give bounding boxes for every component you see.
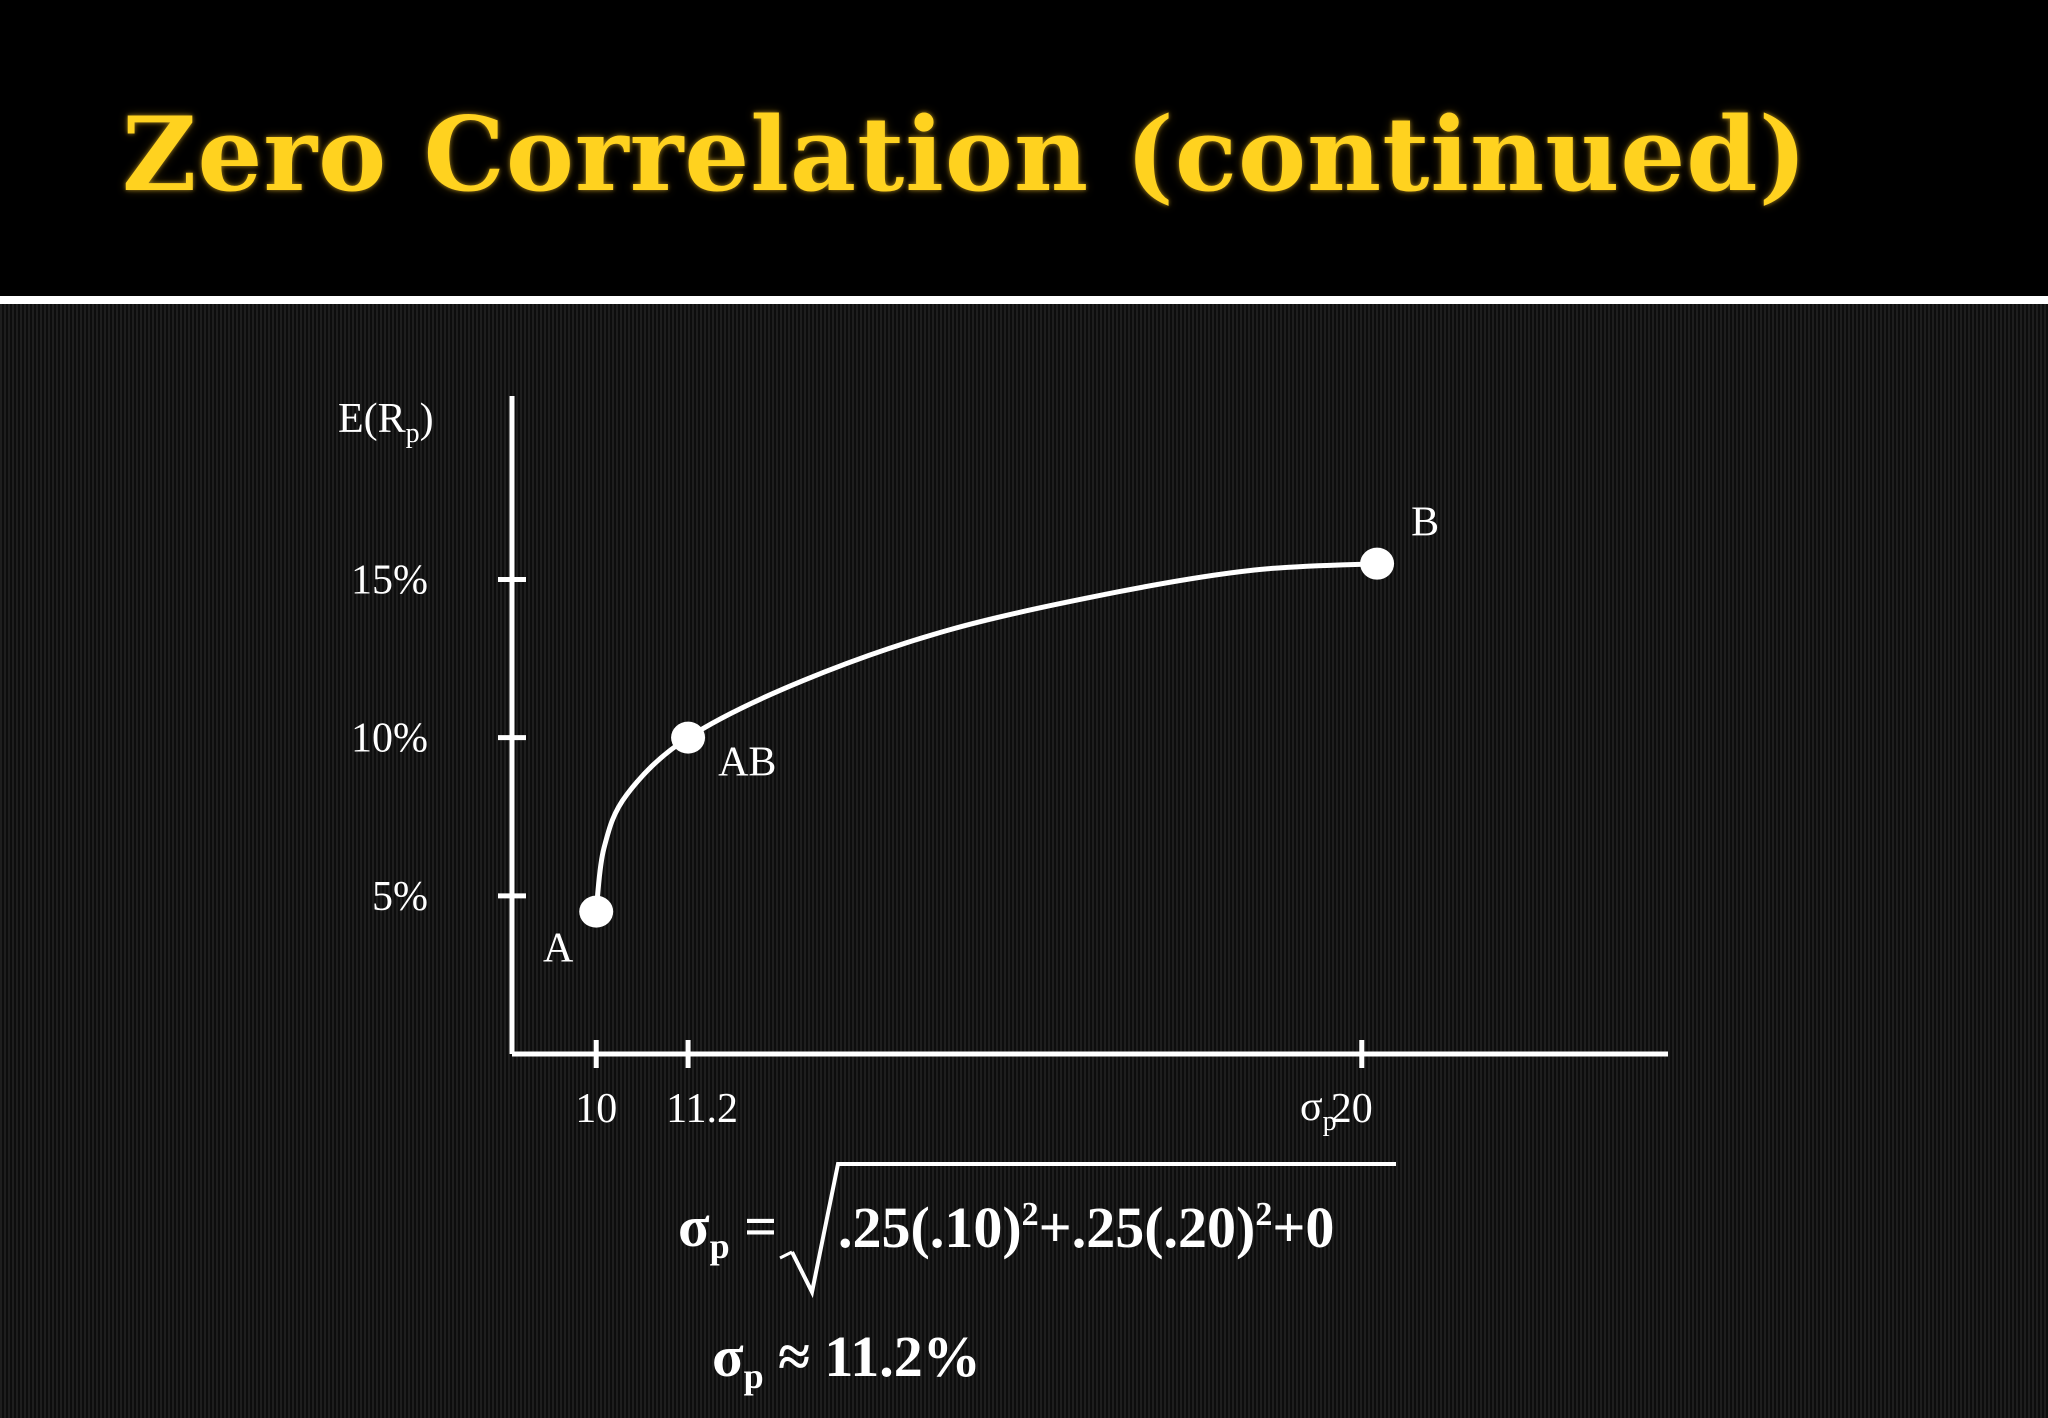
data-point-a [579,895,614,928]
data-point-b [1360,547,1395,580]
formula-sigma-lhs: σp = [678,1194,778,1266]
point-label-b: B [1411,500,1439,546]
title-divider [0,296,2048,304]
data-point-ab [671,721,706,754]
sqrt-sign [790,1162,1396,1299]
formula-sigma-approx: σp ≈ 11.2% [712,1324,981,1396]
x-tick-label: 20 [1331,1086,1373,1132]
point-label-a: A [543,926,574,972]
y-tick-label: 5% [372,874,428,920]
content-area [0,304,2048,1418]
chart-axes [509,396,1668,1057]
efficient-frontier-curve [593,561,1378,912]
y-tick-label: 15% [351,557,428,603]
y-tick-label: 10% [351,716,428,762]
x-tick-label: 11.2 [666,1086,738,1132]
point-label-ab: AB [718,740,776,786]
y-ticks: 5% 10% 15% [351,557,526,920]
slide-title: Zero Correlation (continued) [122,95,1808,215]
data-points: A AB B [543,500,1439,972]
sqrt-sign-tick [779,1250,793,1260]
title-bar: Zero Correlation (continued) [0,0,2048,296]
x-tick-label: 10 [575,1086,617,1132]
formula-radicand: .25(.10)2+.25(.20)2+0 [838,1195,1335,1260]
x-ticks: 10 11.2 20 [575,1040,1373,1132]
x-axis-label: σp [1300,1084,1337,1137]
y-axis-label: E(Rp) [338,396,434,449]
